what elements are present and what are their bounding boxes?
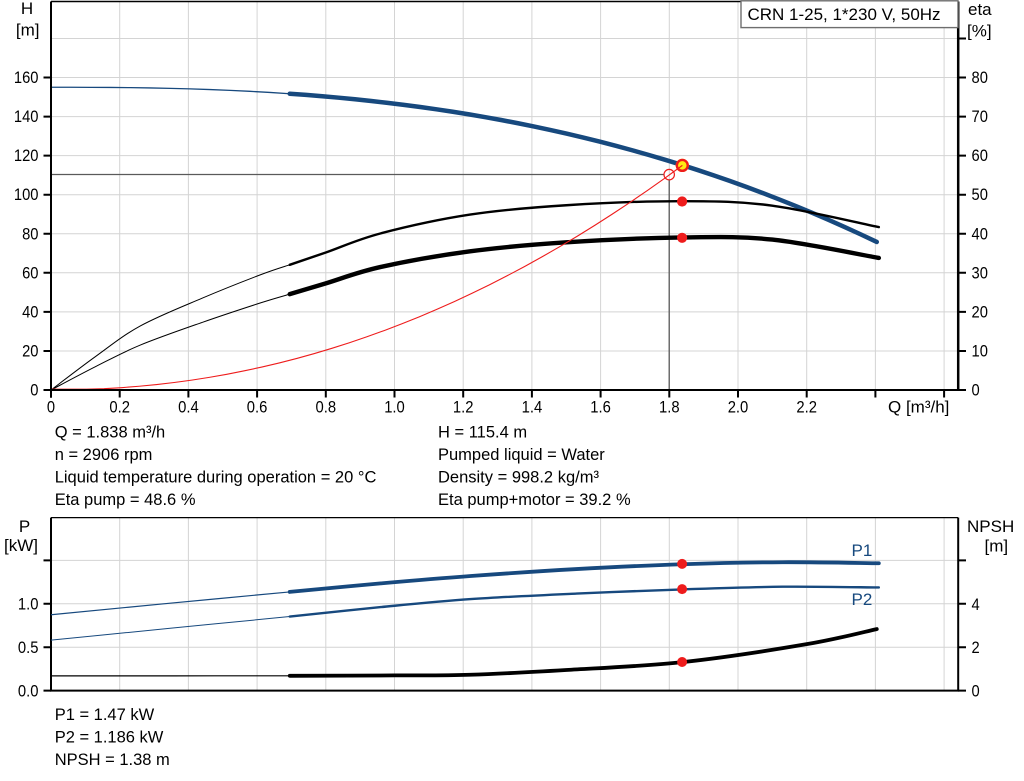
svg-text:50: 50 — [972, 185, 988, 204]
svg-text:n = 2906 rpm: n = 2906 rpm — [55, 446, 153, 464]
svg-text:0: 0 — [972, 381, 980, 400]
svg-text:60: 60 — [22, 263, 38, 282]
svg-text:0: 0 — [47, 398, 55, 417]
svg-text:0.4: 0.4 — [178, 398, 199, 417]
svg-text:80: 80 — [22, 224, 38, 243]
svg-text:Q [m³/h]: Q [m³/h] — [888, 398, 949, 417]
svg-text:1.2: 1.2 — [453, 398, 474, 417]
svg-text:1.8: 1.8 — [659, 398, 680, 417]
svg-text:NPSH: NPSH — [967, 517, 1014, 536]
svg-text:1.4: 1.4 — [522, 398, 543, 417]
svg-text:20: 20 — [22, 341, 38, 360]
svg-text:70: 70 — [972, 107, 988, 126]
svg-text:eta: eta — [968, 0, 992, 19]
svg-text:2: 2 — [972, 638, 980, 657]
svg-text:30: 30 — [972, 263, 988, 282]
svg-text:160: 160 — [14, 68, 39, 87]
svg-text:0.5: 0.5 — [18, 638, 39, 657]
svg-text:0.8: 0.8 — [316, 398, 337, 417]
svg-text:0.2: 0.2 — [109, 398, 130, 417]
svg-text:0.0: 0.0 — [18, 681, 39, 700]
svg-text:80: 80 — [972, 68, 988, 87]
svg-text:Q = 1.838 m³/h: Q = 1.838 m³/h — [55, 424, 166, 442]
svg-text:[%]: [%] — [967, 22, 992, 41]
svg-text:60: 60 — [972, 146, 988, 165]
svg-text:Liquid temperature during oper: Liquid temperature during operation = 20… — [55, 469, 377, 487]
svg-text:2.0: 2.0 — [728, 398, 749, 417]
svg-text:1.6: 1.6 — [590, 398, 611, 417]
svg-text:0.6: 0.6 — [247, 398, 268, 417]
svg-text:P: P — [19, 517, 30, 536]
svg-text:[m]: [m] — [985, 537, 1009, 556]
svg-text:Pumped liquid = Water: Pumped liquid = Water — [438, 446, 605, 464]
svg-text:0: 0 — [972, 682, 980, 701]
svg-text:1.0: 1.0 — [384, 398, 405, 417]
svg-text:1.0: 1.0 — [18, 595, 39, 614]
svg-text:CRN 1-25, 1*230 V, 50Hz: CRN 1-25, 1*230 V, 50Hz — [747, 5, 940, 24]
svg-text:[m]: [m] — [16, 21, 40, 40]
svg-text:2.2: 2.2 — [796, 398, 817, 417]
svg-text:Eta pump = 48.6 %: Eta pump = 48.6 % — [55, 491, 196, 509]
svg-text:100: 100 — [14, 185, 39, 204]
svg-text:NPSH = 1.38 m: NPSH = 1.38 m — [55, 751, 170, 769]
svg-text:P2 = 1.186 kW: P2 = 1.186 kW — [55, 728, 164, 746]
svg-text:H = 115.4 m: H = 115.4 m — [438, 424, 527, 442]
svg-text:[kW]: [kW] — [4, 536, 38, 555]
svg-text:40: 40 — [22, 302, 38, 321]
svg-text:P1 = 1.47 kW: P1 = 1.47 kW — [55, 706, 155, 724]
svg-text:20: 20 — [972, 302, 988, 321]
svg-text:40: 40 — [972, 224, 988, 243]
svg-text:0: 0 — [30, 381, 38, 400]
svg-text:H: H — [21, 0, 33, 18]
svg-text:120: 120 — [14, 146, 39, 165]
svg-text:140: 140 — [14, 107, 39, 126]
svg-text:Density = 998.2 kg/m³: Density = 998.2 kg/m³ — [438, 469, 599, 487]
svg-text:P1: P1 — [852, 541, 873, 560]
svg-text:Eta pump+motor = 39.2 %: Eta pump+motor = 39.2 % — [438, 491, 631, 509]
svg-text:4: 4 — [972, 595, 980, 614]
svg-text:P2: P2 — [852, 590, 873, 609]
svg-text:10: 10 — [972, 341, 988, 360]
